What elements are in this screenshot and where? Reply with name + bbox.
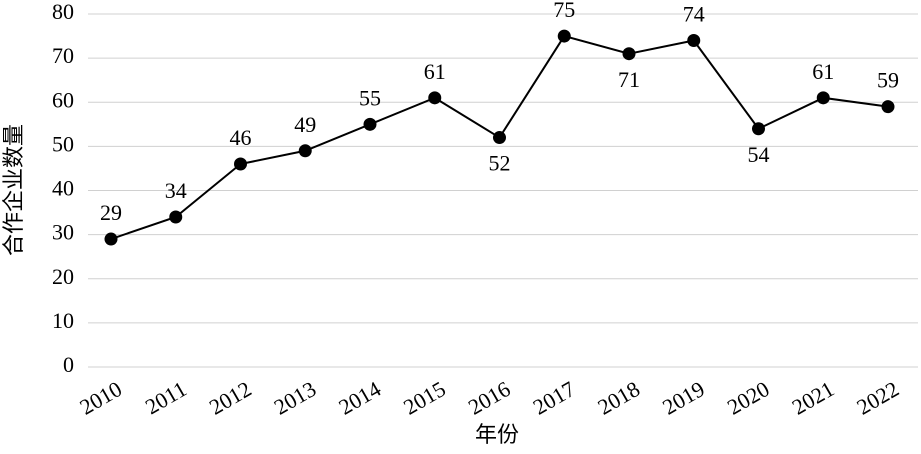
x-tick-label: 2020 — [723, 376, 774, 420]
x-tick-label: 2022 — [852, 376, 903, 420]
data-label: 29 — [100, 200, 122, 225]
y-axis-label: 合作企业数量 — [1, 124, 26, 256]
data-label: 52 — [489, 151, 511, 176]
data-label: 49 — [294, 112, 316, 137]
data-label: 71 — [618, 67, 640, 92]
data-point — [169, 210, 183, 224]
data-label: 75 — [553, 0, 575, 22]
data-label: 54 — [748, 142, 770, 167]
data-point — [363, 117, 377, 131]
data-point — [428, 91, 442, 105]
x-tick-label: 2021 — [788, 376, 839, 420]
x-tick-label: 2013 — [270, 376, 321, 420]
data-point — [881, 100, 895, 114]
x-tick-label: 2014 — [334, 376, 385, 420]
y-tick-label: 80 — [52, 0, 74, 24]
y-tick-label: 50 — [52, 131, 74, 156]
data-point — [557, 29, 571, 43]
data-label: 59 — [877, 68, 899, 93]
y-tick-label: 40 — [52, 176, 74, 201]
y-tick-label: 0 — [63, 352, 74, 377]
data-label: 61 — [812, 59, 834, 84]
data-label: 55 — [359, 85, 381, 110]
data-point — [622, 47, 636, 61]
x-tick-label: 2016 — [464, 376, 515, 420]
data-point — [104, 232, 118, 246]
y-tick-label: 30 — [52, 220, 74, 245]
data-point — [687, 33, 701, 47]
data-label: 61 — [424, 59, 446, 84]
data-point — [493, 131, 506, 145]
y-tick-label: 70 — [52, 43, 74, 68]
data-point — [816, 91, 830, 105]
x-tick-label: 2010 — [75, 376, 126, 420]
data-label: 46 — [230, 125, 252, 150]
data-point — [298, 144, 312, 158]
x-tick-label: 2019 — [658, 376, 709, 420]
data-point — [752, 122, 765, 136]
y-tick-label: 60 — [52, 87, 74, 112]
data-point — [234, 157, 247, 171]
data-label: 34 — [165, 178, 187, 203]
y-tick-label: 20 — [52, 264, 74, 289]
x-tick-label: 2011 — [141, 376, 191, 419]
x-axis-label: 年份 — [475, 422, 519, 447]
data-label: 74 — [683, 2, 705, 27]
x-tick-label: 2018 — [593, 376, 644, 420]
x-tick-label: 2012 — [205, 376, 256, 420]
x-tick-label: 2015 — [399, 376, 450, 420]
x-tick-label: 2017 — [529, 376, 580, 420]
y-tick-label: 10 — [52, 308, 74, 333]
